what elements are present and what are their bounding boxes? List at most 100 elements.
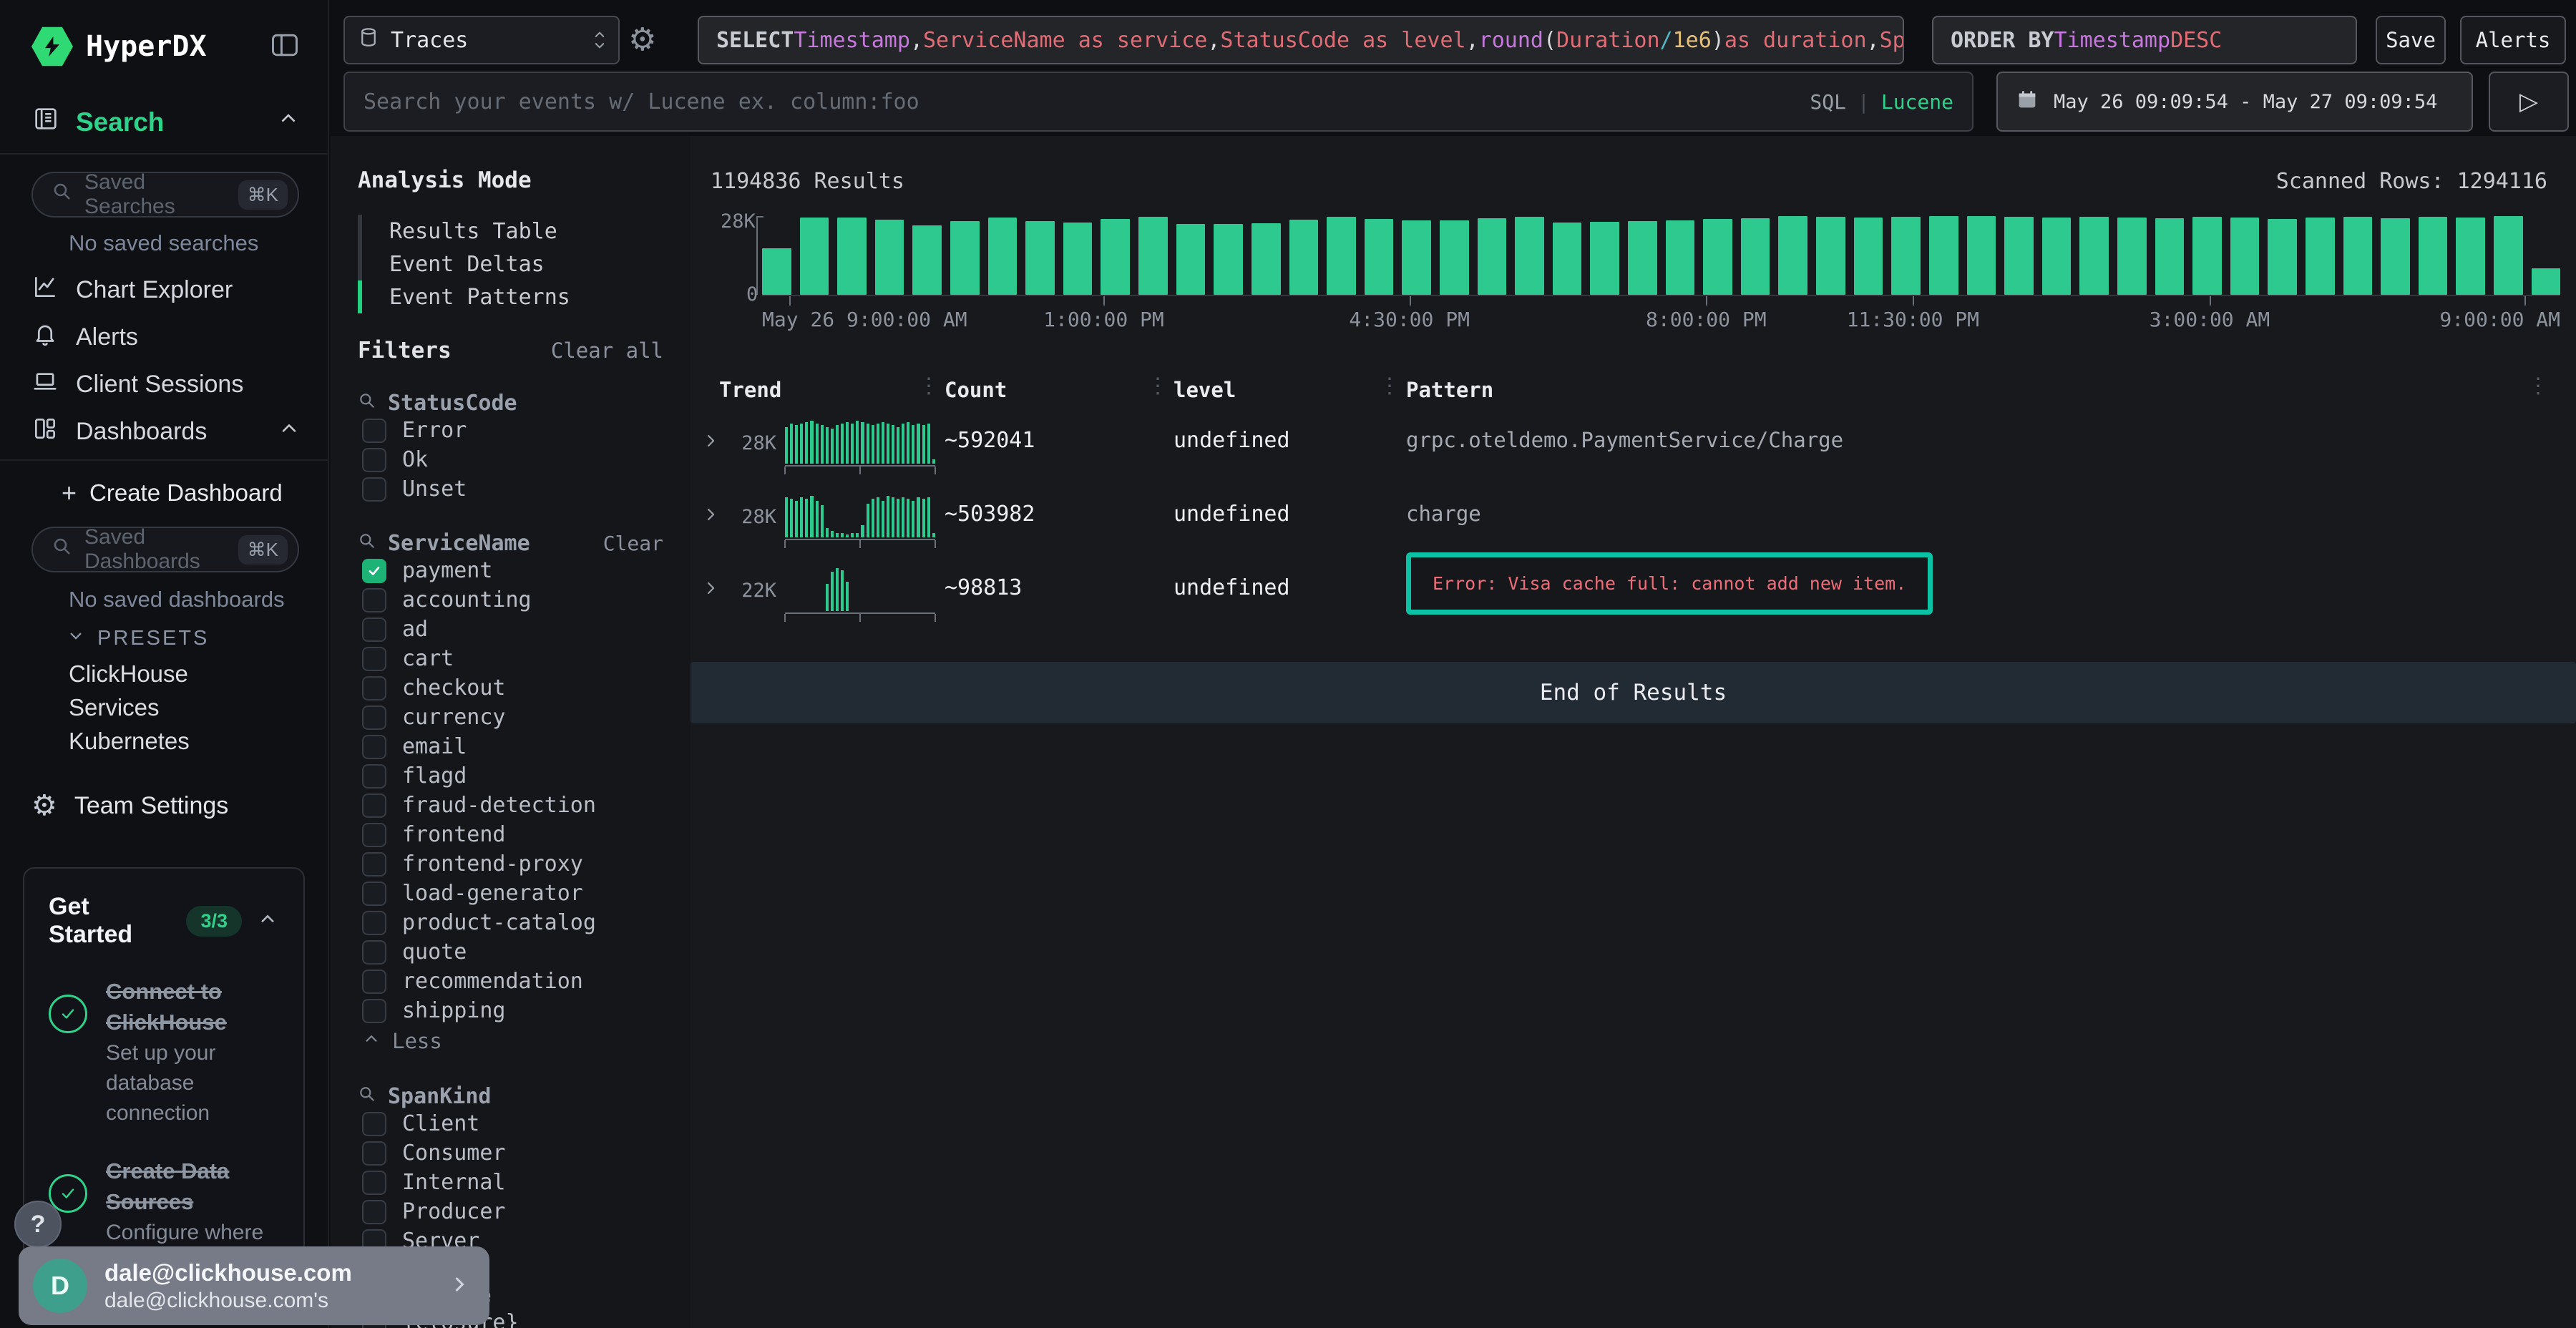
order-by-editor[interactable]: ORDER BY Timestamp DESC — [1932, 16, 2357, 64]
histogram-bar[interactable] — [2230, 218, 2260, 295]
histogram-bar[interactable] — [1327, 217, 1356, 295]
histogram-bar[interactable] — [1515, 217, 1544, 295]
filter-checkbox-shipping[interactable]: shipping — [358, 996, 663, 1025]
filter-checkbox-product-catalog[interactable]: product-catalog — [358, 908, 663, 937]
histogram-bar[interactable] — [2532, 268, 2561, 295]
checkbox[interactable] — [362, 1112, 386, 1136]
checkbox[interactable] — [362, 852, 386, 877]
histogram-bar[interactable] — [2268, 219, 2297, 295]
filter-checkbox-load-generator[interactable]: load-generator — [358, 879, 663, 908]
checkbox[interactable] — [362, 676, 386, 700]
sidebar-item-dashboards[interactable]: Dashboards — [0, 408, 328, 455]
checkbox[interactable] — [362, 764, 386, 788]
run-query-button[interactable]: ▷ — [2489, 72, 2569, 132]
histogram-bar[interactable] — [1741, 218, 1770, 295]
histogram-bar[interactable] — [875, 220, 904, 295]
histogram-bar[interactable] — [1478, 218, 1507, 295]
histogram-bar[interactable] — [1628, 221, 1657, 295]
hyperdx-logo[interactable]: HyperDX — [31, 26, 207, 67]
filter-checkbox-recommendation[interactable]: recommendation — [358, 967, 663, 996]
filter-checkbox-checkout[interactable]: checkout — [358, 673, 663, 703]
histogram-bar[interactable] — [912, 225, 942, 295]
histogram-bar[interactable] — [988, 218, 1018, 295]
filter-checkbox-unset[interactable]: Unset — [358, 474, 663, 504]
filter-checkbox-ok[interactable]: Ok — [358, 445, 663, 474]
histogram-bar[interactable] — [1402, 220, 1431, 295]
expand-row-chevron-icon[interactable] — [701, 504, 721, 527]
create-dashboard-button[interactable]: + Create Dashboard — [62, 478, 283, 508]
sql-mode-toggle[interactable]: SQL — [1810, 90, 1846, 114]
lucene-mode-toggle[interactable]: Lucene — [1881, 90, 1953, 114]
histogram-bar[interactable] — [2192, 217, 2222, 295]
histogram-bar[interactable] — [1778, 216, 1807, 295]
histogram-bar[interactable] — [1816, 217, 1845, 295]
get-started-item-title[interactable]: Connect to ClickHouse — [106, 976, 279, 1038]
histogram-bar[interactable] — [1138, 217, 1168, 295]
filter-checkbox-producer[interactable]: Producer — [358, 1197, 663, 1226]
histogram-bar[interactable] — [1101, 219, 1130, 295]
expand-row-chevron-icon[interactable] — [701, 431, 721, 454]
sql-select-editor[interactable]: SELECT Timestamp, ServiceName as service… — [698, 16, 1904, 64]
checkbox[interactable] — [362, 588, 386, 612]
preset-item-services[interactable]: Services — [0, 690, 328, 724]
filter-checkbox-error[interactable]: Error — [358, 416, 663, 445]
filter-checkbox-fraud-detection[interactable]: fraud-detection — [358, 791, 663, 820]
checkbox[interactable] — [362, 1171, 386, 1195]
filter-checkbox-frontend[interactable]: frontend — [358, 820, 663, 849]
histogram-bar[interactable] — [2419, 217, 2448, 295]
save-button[interactable]: Save — [2376, 16, 2446, 64]
checkbox[interactable] — [362, 647, 386, 671]
search-icon[interactable] — [358, 531, 376, 556]
get-started-item-title[interactable]: Create Data Sources — [106, 1156, 279, 1218]
checkbox[interactable] — [362, 706, 386, 730]
histogram-bar[interactable] — [1854, 218, 1883, 295]
filter-checkbox-cart[interactable]: cart — [358, 644, 663, 673]
filter-checkbox-email[interactable]: email — [358, 732, 663, 761]
filter-checkbox-ad[interactable]: ad — [358, 615, 663, 644]
analysis-mode-event-patterns[interactable]: Event Patterns — [358, 280, 663, 313]
saved-searches-input[interactable]: Saved Searches ⌘K — [31, 172, 299, 218]
alerts-button[interactable]: Alerts — [2460, 16, 2566, 64]
sidebar-item-chart-explorer[interactable]: Chart Explorer — [0, 266, 328, 313]
histogram-bar[interactable] — [1891, 217, 1921, 295]
histogram-bar[interactable] — [1289, 220, 1319, 295]
filter-checkbox-accounting[interactable]: accounting — [358, 585, 663, 615]
presets-toggle[interactable]: PRESETS — [66, 625, 209, 651]
source-select[interactable]: Traces — [343, 16, 620, 64]
histogram-bar[interactable] — [2494, 216, 2523, 295]
checkbox[interactable] — [362, 911, 386, 935]
analysis-mode-results-table[interactable]: Results Table — [358, 215, 663, 248]
checkbox[interactable] — [362, 1141, 386, 1166]
clear-all-filters-link[interactable]: Clear all — [551, 338, 663, 363]
histogram-bar[interactable] — [1590, 222, 1619, 295]
checkbox[interactable] — [362, 882, 386, 906]
checkbox[interactable] — [362, 735, 386, 759]
histogram-bar[interactable] — [2042, 218, 2072, 295]
checkbox[interactable] — [362, 794, 386, 818]
help-button[interactable]: ? — [14, 1201, 62, 1248]
table-menu-icon[interactable]: ⋮ — [2527, 374, 2549, 399]
checkbox[interactable] — [362, 823, 386, 847]
pattern-row[interactable]: 28K~503982undefinedcharge — [691, 486, 2576, 560]
pattern-row[interactable]: 28K~592041undefinedgrpc.oteldemo.Payment… — [691, 412, 2576, 486]
histogram-bar[interactable] — [1967, 216, 1996, 295]
histogram-bar[interactable] — [2306, 218, 2335, 295]
collapse-sidebar-icon[interactable] — [269, 29, 301, 64]
search-icon[interactable] — [358, 391, 376, 416]
histogram-bar[interactable] — [2343, 217, 2373, 295]
histogram-bar[interactable] — [1929, 216, 1958, 295]
filter-checkbox-consumer[interactable]: Consumer — [358, 1138, 663, 1168]
analysis-mode-event-deltas[interactable]: Event Deltas — [358, 248, 663, 280]
filter-checkbox-internal[interactable]: Internal — [358, 1168, 663, 1197]
sidebar-item-client-sessions[interactable]: Client Sessions — [0, 361, 328, 408]
column-resize-grip-icon[interactable]: ⋮ — [1379, 374, 1400, 399]
column-resize-grip-icon[interactable]: ⋮ — [1147, 374, 1169, 399]
date-range-picker[interactable]: May 26 09:09:54 - May 27 09:09:54 — [1996, 72, 2473, 132]
pattern-row[interactable]: 22K~98813undefinedError: Visa cache full… — [691, 560, 2576, 633]
checkbox[interactable] — [362, 419, 386, 443]
histogram-bar[interactable] — [950, 221, 980, 295]
clear-filter-link[interactable]: Clear — [603, 532, 663, 555]
histogram-bar[interactable] — [837, 218, 867, 295]
sidebar-item-search[interactable]: Search — [31, 104, 301, 140]
search-icon[interactable] — [358, 1084, 376, 1109]
